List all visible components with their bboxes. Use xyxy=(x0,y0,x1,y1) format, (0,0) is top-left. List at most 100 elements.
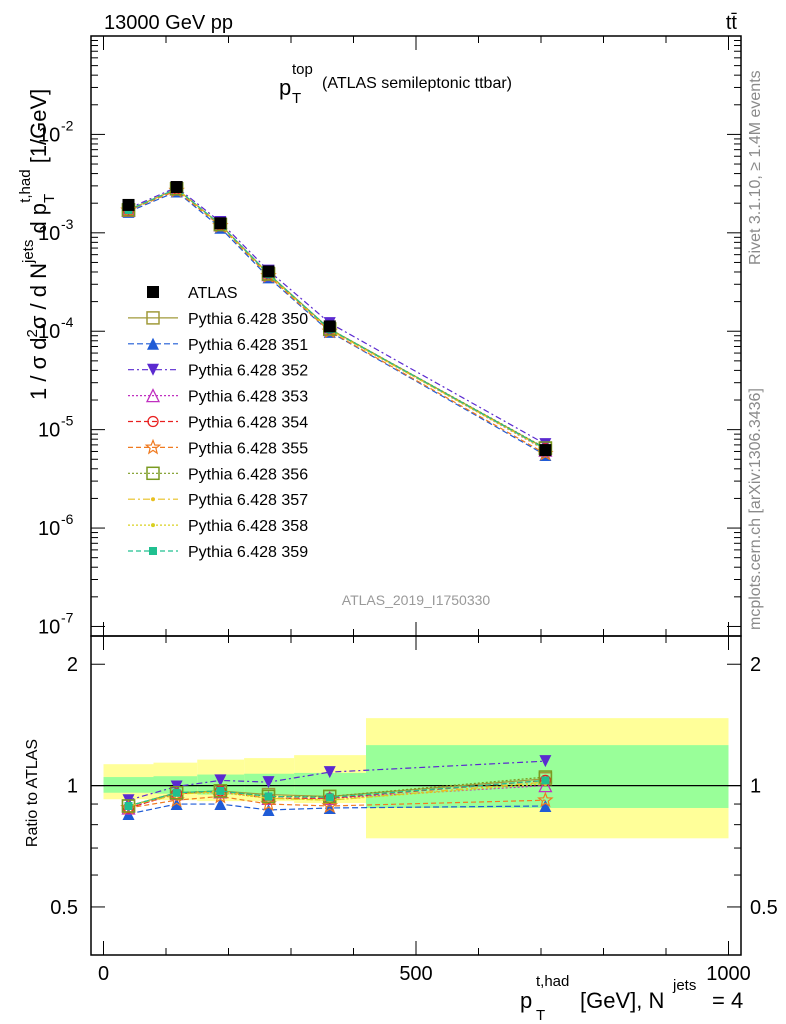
y-tick-exponent: -3 xyxy=(61,216,74,232)
rivet-label: Rivet 3.1.10, ≥ 1.4M events xyxy=(747,70,764,265)
ylabel-d: d p xyxy=(26,203,51,240)
series-line-355 xyxy=(128,189,546,455)
legend-marker-356 xyxy=(146,466,160,481)
legend-label-354: Pythia 6.428 354 xyxy=(188,415,308,432)
legend-label-358: Pythia 6.428 358 xyxy=(188,518,308,535)
legend-label-353: Pythia 6.428 353 xyxy=(188,389,308,406)
title-sub: T xyxy=(292,90,301,107)
legend-marker-359 xyxy=(149,547,157,555)
ratio-point-356 xyxy=(169,785,184,800)
ratio-point-351 xyxy=(539,799,552,812)
legend-marker-350 xyxy=(146,311,160,325)
ratio-point-355 xyxy=(321,797,339,814)
title-sup: top xyxy=(292,61,313,78)
ratio-uncertainty-bands xyxy=(103,718,729,839)
y-tick-label: 10 xyxy=(38,420,60,442)
ylabel-sup: t,had xyxy=(17,169,34,202)
ratio-line-355 xyxy=(128,795,546,809)
series-line-352 xyxy=(128,186,546,445)
ratio-point-354 xyxy=(324,792,336,804)
energy-label: 13000 GeV pp xyxy=(104,12,233,34)
svg-text:1 / σ d2σ / d Njets d pTt,had: 1 / σ d2σ / d Njets d pTt,had [1/GeV] xyxy=(17,89,58,400)
legend-label-ATLAS: ATLAS xyxy=(188,285,238,302)
ylabel-jets: jets xyxy=(20,240,37,264)
point-ATLAS xyxy=(539,444,552,457)
ratio-point-352 xyxy=(323,766,336,779)
analysis-label: ATLAS_2019_I1750330 xyxy=(342,592,491,608)
series-line-358 xyxy=(128,188,546,451)
ratio-point-359 xyxy=(172,788,181,797)
series-line-356 xyxy=(128,188,546,449)
ratio-series-layer xyxy=(120,755,554,821)
point-ATLAS xyxy=(323,320,336,333)
ratio-point-351 xyxy=(262,803,275,816)
ratio-point-355 xyxy=(212,787,229,804)
ratio-tick-label-left: 2 xyxy=(67,654,78,676)
legend-label-359: Pythia 6.428 359 xyxy=(188,544,308,561)
legend-marker-352 xyxy=(147,363,159,376)
ratio-point-352 xyxy=(214,774,227,787)
legend-marker-358 xyxy=(151,523,155,528)
legend-label-351: Pythia 6.428 351 xyxy=(188,337,308,354)
ratio-point-355 xyxy=(120,799,137,815)
ratio-ylabel: Ratio to ATLAS xyxy=(24,739,41,847)
x-tick-label: 0 xyxy=(98,963,109,985)
xlabel-unit: [GeV], N xyxy=(580,988,664,1013)
ratio-tick-label-left: 0.5 xyxy=(50,897,78,919)
ratio-point-355 xyxy=(537,791,554,808)
legend-marker-354 xyxy=(147,415,159,428)
ratio-point-359 xyxy=(216,786,225,795)
ratio-point-353 xyxy=(538,778,553,793)
process-label: tt̄ xyxy=(726,12,738,34)
band-green-bin xyxy=(294,772,366,797)
point-ATLAS xyxy=(262,265,275,278)
series-line-351 xyxy=(128,190,546,456)
ylabel-lead: 1 / σ d xyxy=(26,338,51,401)
y-tick-label: 10 xyxy=(38,518,60,540)
xlabel-jets: jets xyxy=(672,977,696,994)
ratio-point-356 xyxy=(121,799,136,813)
ratio-point-359 xyxy=(264,792,273,801)
y-tick-label: 10 xyxy=(38,223,60,245)
x-tick-label: 500 xyxy=(399,963,432,985)
legend-label-355: Pythia 6.428 355 xyxy=(188,440,308,457)
ylabel-unit: [1/GeV] xyxy=(26,89,51,170)
legend-marker-ATLAS xyxy=(147,286,159,298)
legend-marker-351 xyxy=(147,337,159,350)
ratio-point-356 xyxy=(213,784,228,798)
legend-label-352: Pythia 6.428 352 xyxy=(188,363,308,380)
xlabel-sup: t,had xyxy=(536,973,569,990)
ratio-line-359 xyxy=(128,779,546,807)
title-p: p xyxy=(279,75,291,100)
point-ATLAS xyxy=(122,198,135,211)
y-tick-label: 10 xyxy=(38,321,60,343)
ratio-tick-label-right: 1 xyxy=(750,776,761,798)
y-tick-exponent: -7 xyxy=(61,609,74,625)
ylabel-mid: σ / d N xyxy=(26,263,51,329)
y-tick-exponent: -6 xyxy=(61,511,74,527)
ratio-point-351 xyxy=(170,798,183,811)
ratio-tick-label-right: 0.5 xyxy=(750,897,778,919)
legend-label-350: Pythia 6.428 350 xyxy=(188,311,308,328)
legend-marker-357 xyxy=(151,497,155,502)
legend-label-356: Pythia 6.428 356 xyxy=(188,466,308,483)
ratio-point-352 xyxy=(262,776,275,789)
main-series-layer xyxy=(120,181,554,462)
ratio-point-351 xyxy=(214,798,227,811)
band-green-bin xyxy=(103,777,154,793)
ratio-line-351 xyxy=(128,803,546,815)
y-tick-exponent: -4 xyxy=(61,314,74,330)
ylabel-sub: T xyxy=(41,194,58,203)
y-tick-label: 10 xyxy=(38,616,60,638)
ratio-point-359 xyxy=(325,793,334,802)
legend-marker-355 xyxy=(144,438,162,455)
x-tick-label: 1000 xyxy=(706,963,751,985)
title-rest: (ATLAS semileptonic ttbar) xyxy=(322,75,512,92)
point-ATLAS xyxy=(214,217,227,230)
ratio-point-359 xyxy=(541,776,550,785)
point-ATLAS xyxy=(170,181,183,194)
ratio-line-352 xyxy=(128,760,546,801)
xlabel: p T t,had [GeV], N jets = 4 xyxy=(520,973,743,1024)
